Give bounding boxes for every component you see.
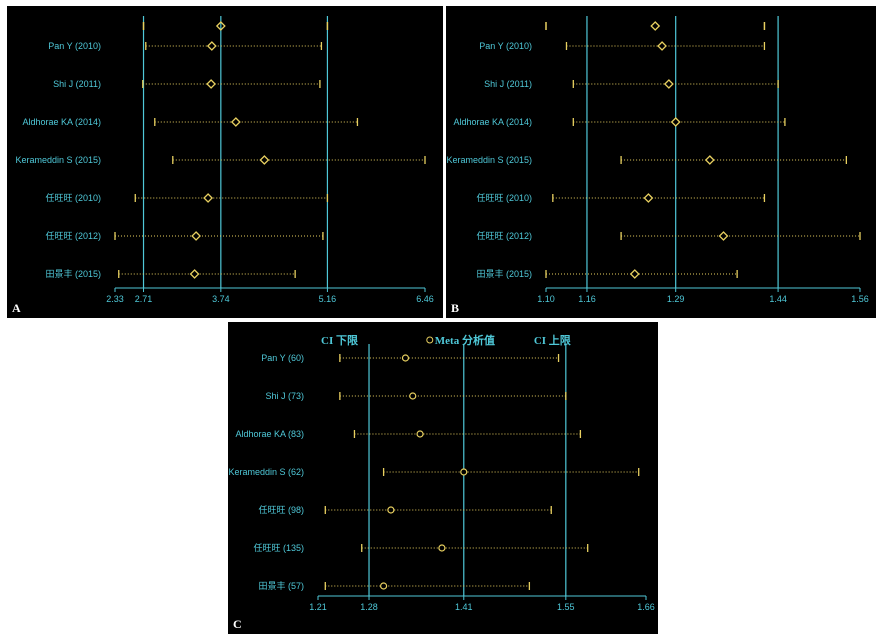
study-label: Pan Y (2010) xyxy=(479,41,532,51)
point-estimate-marker xyxy=(460,468,468,476)
study-row: Aldhorae KA (2014) xyxy=(453,117,786,127)
study-label: 田景丰 (57) xyxy=(258,580,304,591)
x-tick-label: 1.55 xyxy=(557,602,575,612)
panel-label-a: A xyxy=(12,301,21,315)
study-row: Shi J (2011) xyxy=(484,79,779,89)
point-estimate-marker xyxy=(657,41,667,51)
point-estimate-marker xyxy=(401,354,410,362)
x-tick-label: 5.16 xyxy=(319,294,337,304)
study-row: Pan Y (2010) xyxy=(48,41,323,51)
legend-label-2: Meta 分析值 xyxy=(435,333,495,347)
forest-plot-b: 1.10 1.16 1.29 1.44 1.56 Pan Y (2010) Shi J (2… xyxy=(446,16,869,304)
point-estimate-marker xyxy=(380,582,388,590)
study-label: 任旺旺 (2012) xyxy=(476,230,532,241)
study-label: 任旺旺 (135) xyxy=(253,542,304,553)
study-row: Kerameddin S (2015) xyxy=(446,155,847,165)
point-estimate-marker xyxy=(230,117,241,127)
study-row: Kerameddin S (2015) xyxy=(15,155,426,165)
x-tick-label: 1.44 xyxy=(769,294,787,304)
study-label: Aldhorae KA (83) xyxy=(235,429,304,439)
point-estimate-marker xyxy=(643,193,654,203)
study-row: Aldhorae KA (2014) xyxy=(22,117,359,127)
study-row: 田景丰 (57) xyxy=(258,580,531,591)
legend-label-3: CI 上限 xyxy=(534,333,571,347)
point-estimate-marker xyxy=(663,79,674,89)
x-tick-label: 3.74 xyxy=(212,294,230,304)
legend-circle-icon xyxy=(426,336,434,344)
study-label: 任旺旺 (2012) xyxy=(45,230,101,241)
point-estimate-marker xyxy=(409,392,417,400)
point-estimate-marker xyxy=(191,231,201,241)
x-tick-label: 1.16 xyxy=(578,294,596,304)
study-row: 任旺旺 (98) xyxy=(258,504,552,515)
forest-plot-c: 1.21 1.28 1.41 1.55 1.66 CI 下限 Meta 分析值 CI 上限 Pa… xyxy=(228,333,654,612)
study-label: Kerameddin S (62) xyxy=(228,467,304,477)
study-label: Aldhorae KA (2014) xyxy=(453,117,532,127)
x-tick-label: 6.46 xyxy=(416,294,434,304)
x-tick-label: 1.21 xyxy=(309,602,327,612)
study-row: Kerameddin S (62) xyxy=(228,467,640,477)
study-row: 任旺旺 (2010) xyxy=(476,192,766,203)
point-estimate-marker xyxy=(718,231,729,241)
x-tick-label: 2.33 xyxy=(106,294,124,304)
x-tick-label: 2.71 xyxy=(135,294,153,304)
study-label: Kerameddin S (2015) xyxy=(15,155,101,165)
study-label: 田景丰 (2015) xyxy=(45,268,101,279)
study-label: Kerameddin S (2015) xyxy=(446,155,532,165)
point-estimate-marker xyxy=(704,155,715,165)
study-row: Shi J (2011) xyxy=(53,79,321,89)
panel-label-b: B xyxy=(451,301,460,315)
x-tick-label: 1.28 xyxy=(360,602,378,612)
chart-marks: 2.33 2.71 3.74 5.16 6.46 Pan Y (2010) Shi J (2… xyxy=(15,16,434,304)
panel-label-c: C xyxy=(233,617,242,631)
x-tick-label: 1.10 xyxy=(537,294,555,304)
point-estimate-marker xyxy=(206,41,217,51)
study-row: Aldhorae KA (83) xyxy=(235,429,582,439)
study-row: 田景丰 (2015) xyxy=(45,268,296,279)
study-label: Pan Y (2010) xyxy=(48,41,101,51)
chart-marks: 1.10 1.16 1.29 1.44 1.56 Pan Y (2010) Shi J (2… xyxy=(446,16,869,304)
chart-marks: 1.21 1.28 1.41 1.55 1.66 CI 下限 Meta 分析值 CI 上限 Pa… xyxy=(228,333,654,612)
point-estimate-marker xyxy=(438,544,446,552)
study-label: 任旺旺 (98) xyxy=(258,504,304,515)
study-row: Pan Y (60) xyxy=(261,353,560,363)
study-label: Pan Y (60) xyxy=(261,353,304,363)
study-row: Pan Y (2010) xyxy=(479,41,766,51)
x-tick-label: 1.56 xyxy=(851,294,869,304)
point-estimate-marker xyxy=(670,117,681,127)
study-label: Shi J (2011) xyxy=(53,79,101,89)
study-label: 任旺旺 (2010) xyxy=(476,192,532,203)
study-row: 任旺旺 (135) xyxy=(253,542,589,553)
forest-plot-a: 2.33 2.71 3.74 5.16 6.46 Pan Y (2010) Shi J (2… xyxy=(15,16,434,304)
study-row: 任旺旺 (2012) xyxy=(476,230,861,241)
overall-estimate-marker xyxy=(215,21,226,31)
study-label: Shi J (2011) xyxy=(484,79,532,89)
point-estimate-marker xyxy=(416,430,424,438)
study-row: 任旺旺 (2012) xyxy=(45,230,324,241)
overall-estimate-marker xyxy=(650,21,661,31)
study-label: 任旺旺 (2010) xyxy=(45,192,101,203)
study-row: 田景丰 (2015) xyxy=(476,268,738,279)
legend-label-1: CI 下限 xyxy=(321,333,358,347)
point-estimate-marker xyxy=(206,79,216,89)
x-tick-label: 1.29 xyxy=(667,294,685,304)
study-label: 田景丰 (2015) xyxy=(476,268,532,279)
study-row: Shi J (73) xyxy=(265,391,567,401)
forest-panel-a: 2.33 2.71 3.74 5.16 6.46 Pan Y (2010) Shi J (2… xyxy=(7,6,443,318)
study-label: Aldhorae KA (2014) xyxy=(22,117,101,127)
x-tick-label: 1.41 xyxy=(455,602,473,612)
point-estimate-marker xyxy=(203,193,213,203)
study-label: Shi J (73) xyxy=(265,391,304,401)
point-estimate-marker xyxy=(189,269,200,279)
point-estimate-marker xyxy=(387,506,395,514)
point-estimate-marker xyxy=(629,269,640,279)
forest-panel-c: 1.21 1.28 1.41 1.55 1.66 CI 下限 Meta 分析值 CI 上限 Pa… xyxy=(228,322,658,634)
x-tick-label: 1.66 xyxy=(637,602,655,612)
forest-panel-b: 1.10 1.16 1.29 1.44 1.56 Pan Y (2010) Shi J (2… xyxy=(446,6,876,318)
study-row: 任旺旺 (2010) xyxy=(45,192,329,203)
point-estimate-marker xyxy=(259,155,270,165)
